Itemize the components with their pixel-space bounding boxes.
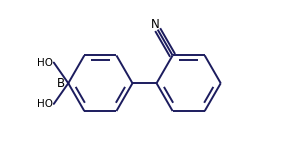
Text: B: B xyxy=(57,77,65,90)
Text: HO: HO xyxy=(37,99,53,109)
Text: HO: HO xyxy=(37,58,53,68)
Text: N: N xyxy=(150,18,159,31)
